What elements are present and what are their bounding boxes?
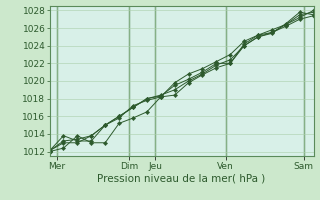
X-axis label: Pression niveau de la mer( hPa ): Pression niveau de la mer( hPa ) bbox=[98, 173, 266, 183]
